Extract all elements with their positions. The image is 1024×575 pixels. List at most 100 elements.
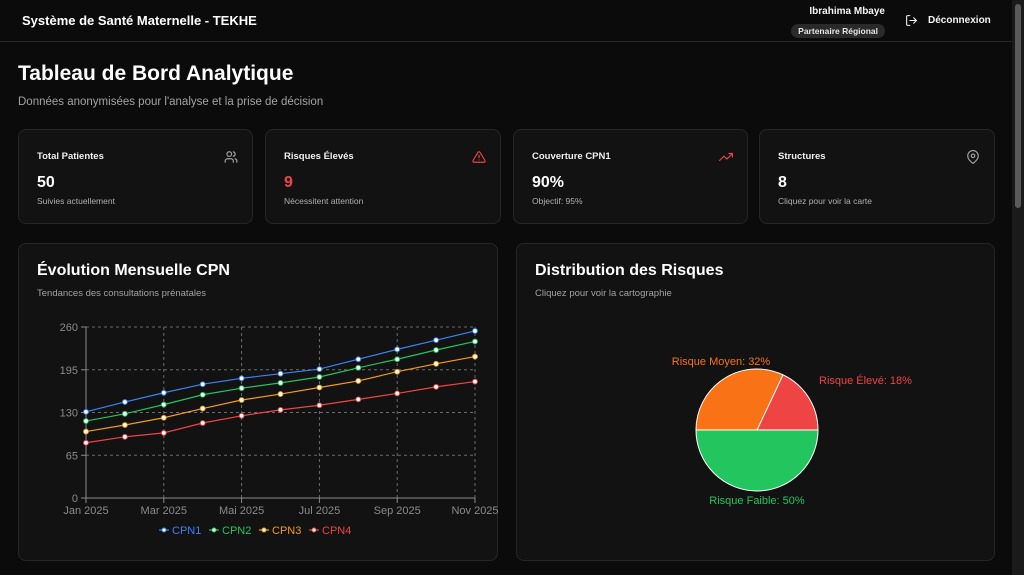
y-tick-label: 65: [66, 450, 78, 462]
data-point[interactable]: [355, 364, 362, 371]
data-point[interactable]: [277, 370, 284, 377]
data-point[interactable]: [433, 383, 440, 390]
pie-label: Risque Moyen: 32%: [672, 356, 771, 368]
pie-label: Risque Faible: 50%: [709, 495, 805, 507]
stat-value: 8: [778, 174, 787, 191]
map-pin-icon: [967, 150, 979, 164]
data-point[interactable]: [394, 356, 401, 363]
y-tick-label: 0: [72, 493, 78, 505]
data-point[interactable]: [199, 381, 206, 388]
app-title: Système de Santé Maternelle - TEKHE: [22, 13, 257, 28]
data-point[interactable]: [394, 368, 401, 375]
stat-label: Total Patientes: [37, 151, 104, 162]
legend-item-cpn4[interactable]: CPN4: [309, 525, 351, 537]
logout-label: Déconnexion: [928, 15, 991, 26]
data-point[interactable]: [199, 391, 206, 398]
data-point[interactable]: [277, 380, 284, 386]
x-tick-label: Mar 2025: [141, 505, 187, 517]
stat-value: 9: [284, 174, 293, 191]
data-point[interactable]: [316, 384, 323, 391]
pie-label: Risque Élevé: 18%: [819, 374, 912, 387]
data-point[interactable]: [316, 402, 323, 409]
data-point[interactable]: [199, 420, 206, 426]
x-tick-label: Nov 2025: [451, 505, 498, 517]
data-point[interactable]: [83, 439, 89, 446]
data-point[interactable]: [433, 337, 440, 344]
data-point[interactable]: [160, 414, 167, 421]
data-point[interactable]: [472, 378, 478, 385]
stat-value: 90%: [532, 174, 565, 191]
legend-label: CPN2: [222, 525, 251, 537]
risk-distribution-panel[interactable]: Distribution des Risques Cliquez pour vo…: [516, 243, 995, 561]
legend-marker: [261, 527, 267, 533]
alert-triangle-icon: [472, 151, 486, 163]
page-scrollbar[interactable]: [1012, 0, 1024, 575]
data-point[interactable]: [160, 401, 167, 408]
data-point[interactable]: [355, 356, 362, 363]
panel-title: Distribution des Risques: [535, 262, 724, 279]
stat-label: Structures: [778, 151, 826, 162]
data-point[interactable]: [83, 418, 89, 424]
data-point[interactable]: [122, 410, 128, 417]
data-point[interactable]: [433, 347, 440, 353]
stat-caption: Objectif: 95%: [532, 196, 583, 206]
panel-title: Évolution Mensuelle CPN: [37, 262, 230, 279]
data-point[interactable]: [355, 378, 362, 384]
data-point[interactable]: [83, 408, 89, 415]
data-point[interactable]: [83, 428, 89, 435]
data-point[interactable]: [122, 422, 128, 428]
stat-card-structures[interactable]: Structures 8 Cliquez pour voir la carte: [759, 129, 995, 224]
data-point[interactable]: [472, 328, 478, 334]
legend-item-cpn3[interactable]: CPN3: [259, 525, 301, 537]
data-point[interactable]: [433, 360, 440, 367]
y-tick-label: 195: [60, 365, 78, 377]
scrollbar-thumb[interactable]: [1015, 4, 1021, 208]
data-point[interactable]: [238, 385, 245, 392]
y-tick-label: 260: [60, 322, 78, 334]
x-tick-label: Jul 2025: [299, 505, 341, 517]
logout-button[interactable]: Déconnexion: [905, 14, 991, 27]
legend-item-cpn1[interactable]: CPN1: [159, 525, 201, 537]
data-point[interactable]: [122, 399, 128, 405]
data-point[interactable]: [394, 390, 401, 397]
y-tick-label: 130: [60, 408, 78, 420]
stat-label: Risques Élevés: [284, 151, 354, 162]
data-point[interactable]: [277, 406, 284, 413]
data-point[interactable]: [160, 429, 167, 436]
stat-caption: Suivies actuellement: [37, 196, 115, 206]
x-tick-label: Jan 2025: [63, 505, 108, 517]
page-subtitle: Données anonymisées pour l'analyse et la…: [18, 96, 324, 108]
pie-slice-risque-eleve[interactable]: [756, 374, 819, 431]
data-point[interactable]: [316, 374, 323, 380]
legend-marker: [311, 527, 317, 533]
data-point[interactable]: [394, 346, 401, 353]
legend-label: CPN1: [172, 525, 201, 537]
stat-value: 50: [37, 174, 55, 191]
legend-item-cpn2[interactable]: CPN2: [209, 525, 251, 537]
cpn-line-chart: 0 65 130 195 260 Jan 2025 Mar 2025 Mai 2025 Jul …: [60, 322, 499, 537]
pie-slice-risque-faible[interactable]: [695, 429, 819, 492]
panel-subtitle: Cliquez pour voir la cartographie: [535, 288, 672, 299]
stat-caption: Nécessitent attention: [284, 196, 364, 206]
risk-pie-chart[interactable]: Risque Élevé: 18% Risque Faible: 50% Risqu…: [517, 244, 996, 562]
legend-marker: [161, 527, 167, 533]
data-point[interactable]: [199, 405, 206, 412]
stat-card-total-patientes: Total Patientes 50 Suivies actuellement: [18, 129, 253, 224]
stat-card-risques-eleves: Risques Élevés 9 Nécessitent attention: [265, 129, 501, 224]
data-point[interactable]: [472, 338, 478, 345]
data-point[interactable]: [472, 353, 478, 360]
pie-slice-risque-moyen[interactable]: [695, 368, 784, 431]
data-point[interactable]: [122, 433, 128, 440]
data-point[interactable]: [238, 375, 245, 382]
x-tick-label: Sep 2025: [374, 505, 421, 517]
panel-subtitle: Tendances des consultations prénatales: [37, 288, 207, 299]
data-point[interactable]: [160, 389, 167, 396]
cpn-evolution-panel: Évolution Mensuelle CPN Tendances des co…: [18, 243, 499, 561]
data-point[interactable]: [277, 391, 284, 397]
role-badge: Partenaire Régional: [791, 24, 885, 38]
top-bar: Système de Santé Maternelle - TEKHE Ibra…: [0, 0, 1012, 42]
data-point[interactable]: [238, 397, 245, 403]
data-point[interactable]: [238, 412, 245, 419]
data-point[interactable]: [355, 396, 362, 403]
data-point[interactable]: [316, 366, 323, 372]
